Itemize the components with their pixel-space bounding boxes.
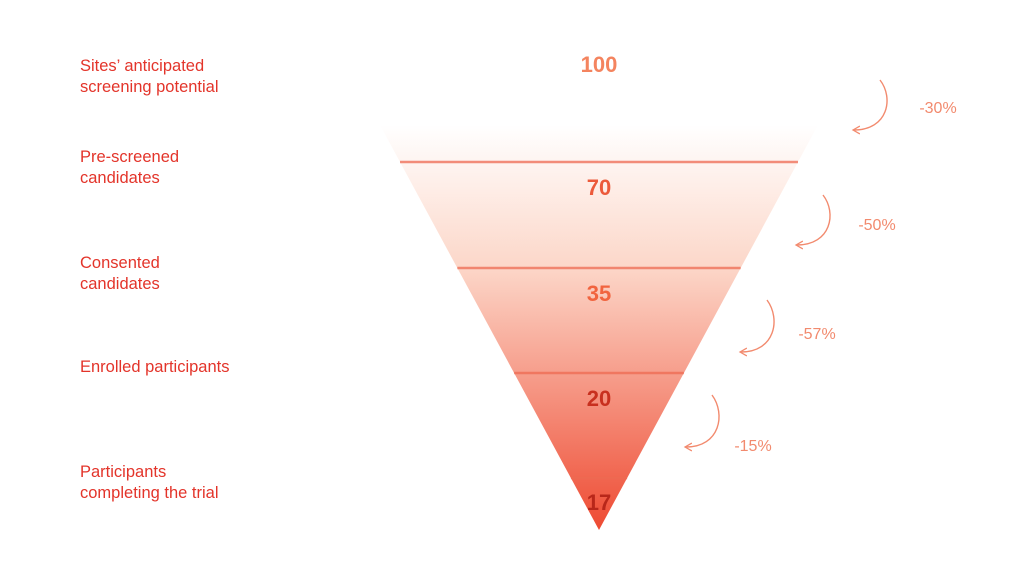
drop-percentage: -50% [858,217,895,234]
stage-label: Sites’ anticipated screening potential [80,57,219,96]
drop-percentage: -57% [798,326,835,343]
stage-value: 35 [587,281,611,306]
stage-label: Enrolled participants [80,358,230,376]
stage-label: Participants completing the trial [80,463,219,502]
funnel-drops: -30% -50% -57% -15% [686,79,957,455]
stage-label: Pre-screened candidates [80,148,180,187]
stage-label: Consented candidates [80,254,160,293]
stage-value: 70 [587,175,611,200]
drop-percentage: -30% [919,100,956,117]
drop-percentage: -15% [734,438,771,455]
funnel-dividers [400,160,798,480]
stage-value: 17 [587,490,611,515]
stage-value: 100 [581,52,618,77]
drop-arrow [797,194,831,245]
funnel-body [380,125,818,530]
funnel-values: 100 70 35 20 17 [581,52,618,515]
drop-arrow [686,394,720,447]
drop-arrow [741,299,775,352]
stage-value: 20 [587,386,611,411]
drop-arrow [854,79,888,130]
